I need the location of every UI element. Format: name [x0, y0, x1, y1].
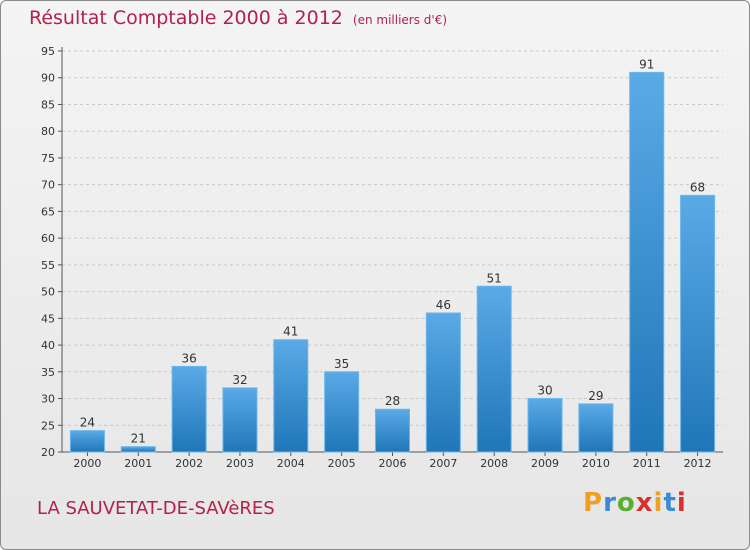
value-label-2007: 46 — [436, 298, 451, 312]
value-label-2008: 51 — [487, 271, 502, 285]
value-label-2003: 32 — [232, 373, 247, 387]
x-tick-label-2006: 2006 — [379, 457, 407, 470]
value-label-2006: 28 — [385, 394, 400, 408]
value-label-2010: 29 — [588, 389, 603, 403]
logo-letter: i — [676, 488, 687, 518]
y-tick-label: 85 — [41, 98, 55, 111]
value-label-2012: 68 — [690, 180, 705, 194]
x-tick-label-2003: 2003 — [226, 457, 254, 470]
bar-2007 — [425, 312, 461, 453]
axes: 20 25 30 35 40 45 50 55 60 65 70 75 80 85 90 95 2000 2001… — [41, 45, 723, 470]
x-tick-label-2000: 2000 — [73, 457, 101, 470]
city-name: LA SAUVETAT-DE-SAVèRES — [37, 498, 275, 519]
y-tick-label: 90 — [41, 72, 55, 85]
y-tick-label: 35 — [41, 366, 55, 379]
value-label-2005: 35 — [334, 357, 349, 371]
value-label-2000: 24 — [80, 416, 95, 430]
bar-2012 — [680, 194, 716, 453]
proxiti-logo: Proxiti — [583, 488, 687, 518]
bar-2004 — [273, 339, 309, 453]
y-tick-label: 55 — [41, 259, 55, 272]
y-tick-label: 65 — [41, 205, 55, 218]
logo-letter: t — [663, 488, 677, 518]
chart-title-text: Résultat Comptable 2000 à 2012 — [29, 7, 343, 29]
bar-2001 — [120, 446, 156, 453]
y-tick-label: 80 — [41, 125, 55, 138]
x-tick-label-2005: 2005 — [328, 457, 356, 470]
x-tick-label-2009: 2009 — [531, 457, 559, 470]
value-label-2011: 91 — [639, 57, 654, 71]
bar-2000 — [69, 430, 105, 453]
chart-title: Résultat Comptable 2000 à 2012 (en millie… — [29, 7, 447, 29]
x-tick-label-2001: 2001 — [124, 457, 152, 470]
y-tick-label: 70 — [41, 179, 55, 192]
y-tick-label: 30 — [41, 393, 55, 406]
value-label-2009: 30 — [537, 384, 552, 398]
y-tick-label: 45 — [41, 312, 55, 325]
x-tick-label-2011: 2011 — [633, 457, 661, 470]
bar-2008 — [476, 285, 512, 453]
x-tick-label-2008: 2008 — [480, 457, 508, 470]
logo-letter: r — [603, 488, 617, 518]
y-tick-label: 60 — [41, 232, 55, 245]
x-tick-label-2012: 2012 — [684, 457, 712, 470]
value-label-2002: 36 — [181, 351, 196, 365]
x-tick-label-2004: 2004 — [277, 457, 305, 470]
x-tick-label-2002: 2002 — [175, 457, 203, 470]
x-tick-label-2010: 2010 — [582, 457, 610, 470]
logo-letter: x — [635, 488, 654, 518]
bar-2005 — [324, 371, 360, 453]
y-tick-label: 50 — [41, 286, 55, 299]
y-tick-label: 20 — [41, 446, 55, 459]
logo-letter: i — [653, 488, 664, 518]
bar-2009 — [527, 398, 563, 453]
bar-2011 — [629, 71, 665, 453]
logo-letter: o — [616, 488, 636, 518]
logo-letter: P — [583, 488, 604, 518]
y-tick-label: 40 — [41, 339, 55, 352]
y-tick-label: 75 — [41, 152, 55, 165]
value-label-2004: 41 — [283, 325, 298, 339]
bars: 24 21 36 32 41 35 28 46 51 30 29 91 68 — [69, 57, 716, 453]
value-label-2001: 21 — [131, 432, 146, 446]
bar-2003 — [222, 387, 258, 453]
grid-lines — [62, 50, 723, 426]
y-tick-label: 95 — [41, 45, 55, 58]
bar-2006 — [375, 408, 410, 453]
x-tick-label-2007: 2007 — [429, 457, 457, 470]
chart-subtitle: (en milliers d'€) — [352, 13, 448, 27]
y-tick-label: 25 — [41, 419, 55, 432]
bar-2002 — [171, 365, 207, 453]
bar-2010 — [578, 403, 614, 453]
